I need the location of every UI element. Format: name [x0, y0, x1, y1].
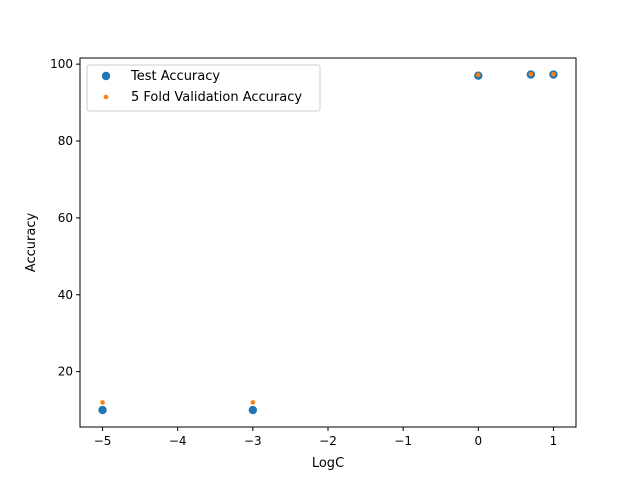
y-axis-label: Accuracy	[24, 213, 39, 273]
legend-label-series-2: 5 Fold Validation Accuracy	[131, 90, 302, 105]
x-axis-ticks: −5 −4 −3 −2 −1 0 1	[94, 427, 558, 448]
x-axis-label: LogC	[312, 456, 344, 471]
legend-box	[86, 64, 321, 112]
x-tick-label: 0	[474, 434, 482, 448]
scatter-point-series-2	[551, 71, 556, 77]
y-tick-label: 100	[50, 57, 73, 71]
legend: Test Accuracy 5 Fold Validation Accuracy	[86, 64, 321, 112]
y-tick-label: 40	[58, 288, 73, 302]
data-points	[98, 70, 558, 415]
legend-marker-series-2	[103, 94, 109, 100]
scatter-point-series-1	[248, 405, 258, 415]
x-tick-label: 1	[550, 434, 558, 448]
legend-marker-series-1	[101, 71, 111, 81]
y-tick-label: 60	[58, 211, 73, 225]
x-tick-label: −1	[394, 434, 412, 448]
scatter-point-series-2	[528, 71, 534, 77]
x-tick-label: −2	[319, 434, 337, 448]
y-axis-ticks: 20 40 60 80 100	[50, 57, 80, 379]
scatter-point-series-2	[250, 400, 256, 405]
x-tick-label: −3	[244, 434, 262, 448]
y-tick-label: 80	[58, 134, 73, 148]
x-tick-label: −4	[169, 434, 187, 448]
y-tick-label: 20	[58, 365, 73, 379]
x-tick-label: −5	[94, 434, 112, 448]
scatter-point-series-2	[476, 72, 481, 78]
scatter-point-series-1	[98, 405, 107, 415]
scatter-point-series-2	[100, 400, 105, 405]
legend-label-series-1: Test Accuracy	[130, 69, 220, 84]
